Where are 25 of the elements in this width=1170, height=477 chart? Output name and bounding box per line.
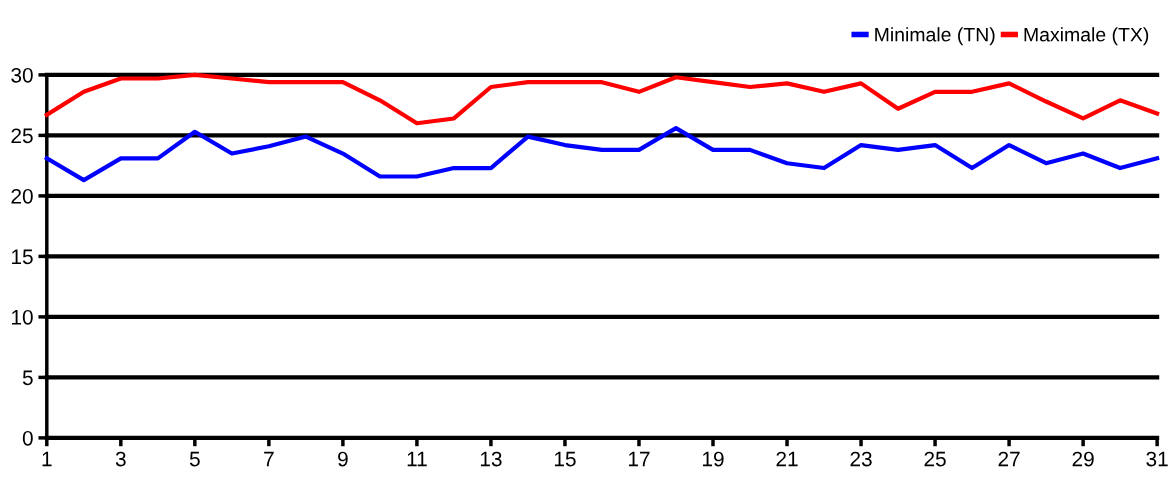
x-tick-label: 17 (628, 451, 650, 467)
x-tick-label: 27 (998, 451, 1020, 467)
x-tick-label: 29 (1072, 451, 1094, 467)
y-tick-label: 25 (11, 128, 33, 144)
y-tick-label: 0 (22, 430, 33, 446)
x-tick-label: 19 (703, 451, 724, 467)
x-tick-label: 31 (1146, 451, 1168, 467)
y-tick-label: 5 (22, 370, 33, 386)
y-tick-label: 20 (11, 188, 33, 204)
x-tick-label: 11 (407, 451, 427, 467)
y-tick-label: 15 (12, 249, 33, 265)
x-tick-label: 21 (776, 451, 798, 467)
legend-label: Minimale (TN) (875, 27, 995, 46)
x-tick-label: 9 (338, 451, 348, 467)
x-tick-label: 13 (480, 451, 502, 467)
x-tick-label: 7 (264, 451, 274, 467)
legend-label: Maximale (TX) (1024, 27, 1149, 46)
x-tick-label: 1 (42, 451, 52, 467)
x-tick-label: 5 (189, 451, 200, 467)
x-tick-label: 23 (850, 451, 872, 467)
x-tick-label: 25 (924, 451, 946, 467)
y-tick-label: 10 (12, 309, 33, 325)
y-tick-label: 30 (11, 67, 33, 83)
x-tick-label: 3 (115, 451, 126, 467)
x-tick-label: 15 (554, 451, 576, 467)
